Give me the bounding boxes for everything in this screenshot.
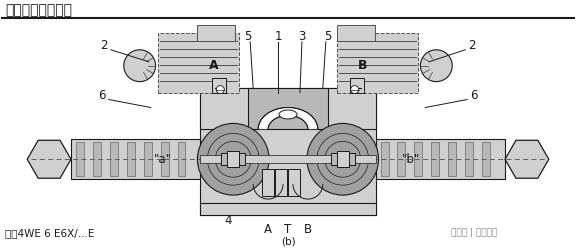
Bar [262,169,274,196]
Bar [143,142,151,176]
Ellipse shape [279,110,297,119]
Text: T: T [285,223,291,236]
Bar [350,78,363,93]
Bar [376,139,505,179]
Circle shape [217,86,224,93]
Bar [337,151,348,167]
Text: 6: 6 [471,89,478,102]
Text: A: A [264,223,272,236]
Text: 3: 3 [298,30,306,43]
Circle shape [198,124,269,195]
Bar [198,25,235,41]
Bar [337,33,418,93]
Bar [465,142,473,176]
Bar [324,88,376,129]
Bar [158,33,239,93]
Bar [228,151,239,167]
Bar [177,142,185,176]
Bar [127,142,135,176]
Bar [288,169,300,196]
Bar [431,142,439,176]
Polygon shape [505,140,549,178]
Bar [397,142,406,176]
Circle shape [420,50,452,82]
Text: 2: 2 [468,39,476,52]
Circle shape [351,86,359,93]
Bar [482,142,490,176]
Bar [76,142,84,176]
Bar [221,153,245,165]
Bar [213,78,226,93]
Bar [248,88,328,129]
Text: "a": "a" [154,153,172,166]
Text: 功能说明，剖视图: 功能说明，剖视图 [5,3,73,17]
Text: 网易号 | 机电天下: 网易号 | 机电天下 [451,228,498,237]
Text: 1: 1 [274,30,282,43]
Text: B: B [358,59,367,72]
Circle shape [124,50,156,82]
Text: 4: 4 [225,215,232,227]
Bar [71,139,200,179]
Polygon shape [27,140,71,178]
Circle shape [307,124,378,195]
Bar [161,142,169,176]
Bar [414,142,422,176]
Bar [200,88,376,215]
Text: 5: 5 [244,30,252,43]
Text: 6: 6 [98,89,105,102]
Text: (b): (b) [281,237,295,247]
Text: A: A [209,59,218,72]
Bar [93,142,101,176]
Bar [200,203,376,215]
Polygon shape [258,107,318,129]
Bar [448,142,456,176]
Bar [331,153,355,165]
Bar [381,142,389,176]
Bar [200,88,252,129]
Bar [337,25,374,41]
Text: "b": "b" [402,153,420,166]
Text: B: B [304,223,312,236]
Bar [275,169,287,196]
Bar [200,155,376,163]
Text: 型号4WE 6 E6X/...E: 型号4WE 6 E6X/...E [5,228,94,238]
Text: 2: 2 [100,39,108,52]
Text: 5: 5 [324,30,332,43]
Bar [110,142,118,176]
